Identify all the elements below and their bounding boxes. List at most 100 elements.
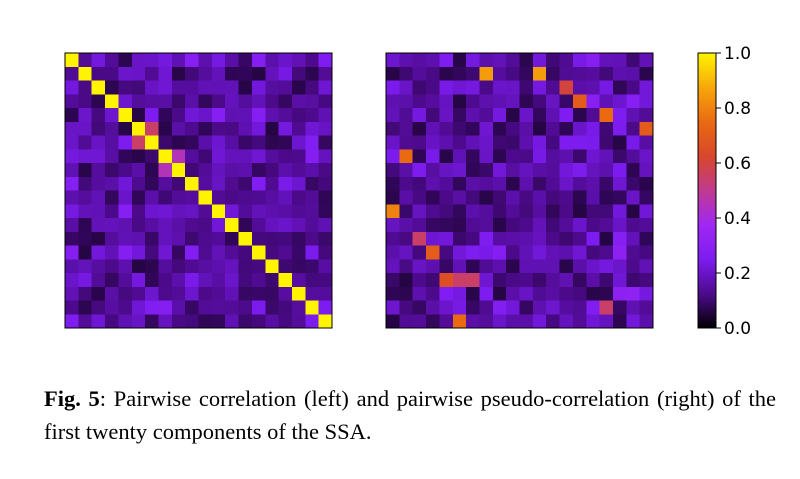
heatmap-cell [466,80,480,95]
heatmap-cell [158,286,173,301]
heatmap-cell [612,163,627,178]
heatmap-cell [105,218,119,233]
heatmap-cell [532,108,547,123]
heatmap-cell [386,163,400,178]
heatmap-cell [412,190,427,205]
heatmap-cell [105,149,119,164]
heatmap-cell [291,66,306,81]
heatmap-cell [559,300,574,315]
heatmap-cell [65,176,79,191]
heatmap-cell [305,273,320,288]
heatmap-cell [305,121,320,136]
heatmap-cell [386,135,400,150]
heatmap-cell [131,135,146,150]
heatmap-cell [639,176,654,191]
heatmap-cell [466,176,480,191]
heatmap-cell [105,314,119,329]
heatmap-cell [466,273,480,288]
heatmap-cell [546,53,560,68]
heatmap-cell [238,163,253,178]
heatmap-cell [171,66,186,81]
heatmap-cell [626,190,641,205]
heatmap-cell [198,190,213,205]
colorbar-tick-label: 1.0 [724,44,751,64]
heatmap-cell [532,53,547,68]
heatmap-cell [198,204,213,219]
heatmap-cell [91,300,106,315]
heatmap-cell [318,218,333,233]
heatmap-cell [118,245,133,260]
heatmap-cell [211,245,226,260]
heatmap-cell [238,149,253,164]
heatmap-cell [532,286,547,301]
heatmap-cell [479,80,494,95]
heatmap-cell [439,300,454,315]
heatmap-cell [492,80,507,95]
heatmap-cell [532,231,547,246]
heatmap-cell [626,259,641,274]
heatmap-cell [639,66,654,81]
heatmap-cell [572,231,587,246]
heatmap-cell [559,245,574,260]
heatmap-cell [399,231,414,246]
heatmap-cell [386,108,400,123]
heatmap-cell [225,245,239,260]
heatmap-cell [599,286,614,301]
heatmap-cell [599,135,614,150]
heatmap-cell [452,121,467,136]
heatmap-cell [185,204,199,219]
heatmap-cell [291,300,306,315]
heatmap-cell [439,245,454,260]
heatmap-cell [118,218,133,233]
heatmap-cell [479,231,494,246]
heatmap-cell [198,53,213,68]
heatmap-frame [385,52,654,329]
heatmap-cell [412,273,427,288]
heatmap-cell [439,121,454,136]
heatmap-cell [439,190,454,205]
heatmap-cell [546,218,560,233]
heatmap-cell [426,204,440,219]
heatmap-cell [158,273,173,288]
heatmap-cell [639,163,654,178]
heatmap-cell [318,259,333,274]
heatmap-cell [265,314,279,329]
heatmap-cell [466,300,480,315]
heatmap-cell [399,121,414,136]
heatmap-cell [572,135,587,150]
heatmap-cell [532,273,547,288]
heatmap-cell [118,259,133,274]
heatmap-cell [532,163,547,178]
heatmap-cell [399,94,414,109]
heatmap-cell [546,204,560,219]
heatmap-cell [291,273,306,288]
heatmap-cell [519,245,534,260]
heatmap-cell [105,176,119,191]
heatmap-cell [426,135,440,150]
heatmap-cell [479,286,494,301]
heatmap-cell [198,300,213,315]
heatmap-cell [171,94,186,109]
heatmap-cell [599,300,614,315]
heatmap-cell [131,190,146,205]
heatmap-cell [586,314,600,329]
heatmap-cell [278,66,293,81]
heatmap-cell [586,53,600,68]
heatmap-cell [586,108,600,123]
heatmap-cell [251,245,266,260]
heatmap-cell [386,80,400,95]
heatmap-cell [506,176,520,191]
heatmap-cell [639,135,654,150]
heatmap-cell [65,218,79,233]
heatmap-cell [572,314,587,329]
heatmap-cell [412,66,427,81]
heatmap-cell [532,245,547,260]
heatmap-cell [145,94,159,109]
heatmap-cell [506,163,520,178]
heatmap-cell [185,259,199,274]
heatmap-cell [639,273,654,288]
heatmap-cell [225,286,239,301]
heatmap-cell [466,286,480,301]
heatmap-cell [91,190,106,205]
heatmap-cell [105,135,119,150]
